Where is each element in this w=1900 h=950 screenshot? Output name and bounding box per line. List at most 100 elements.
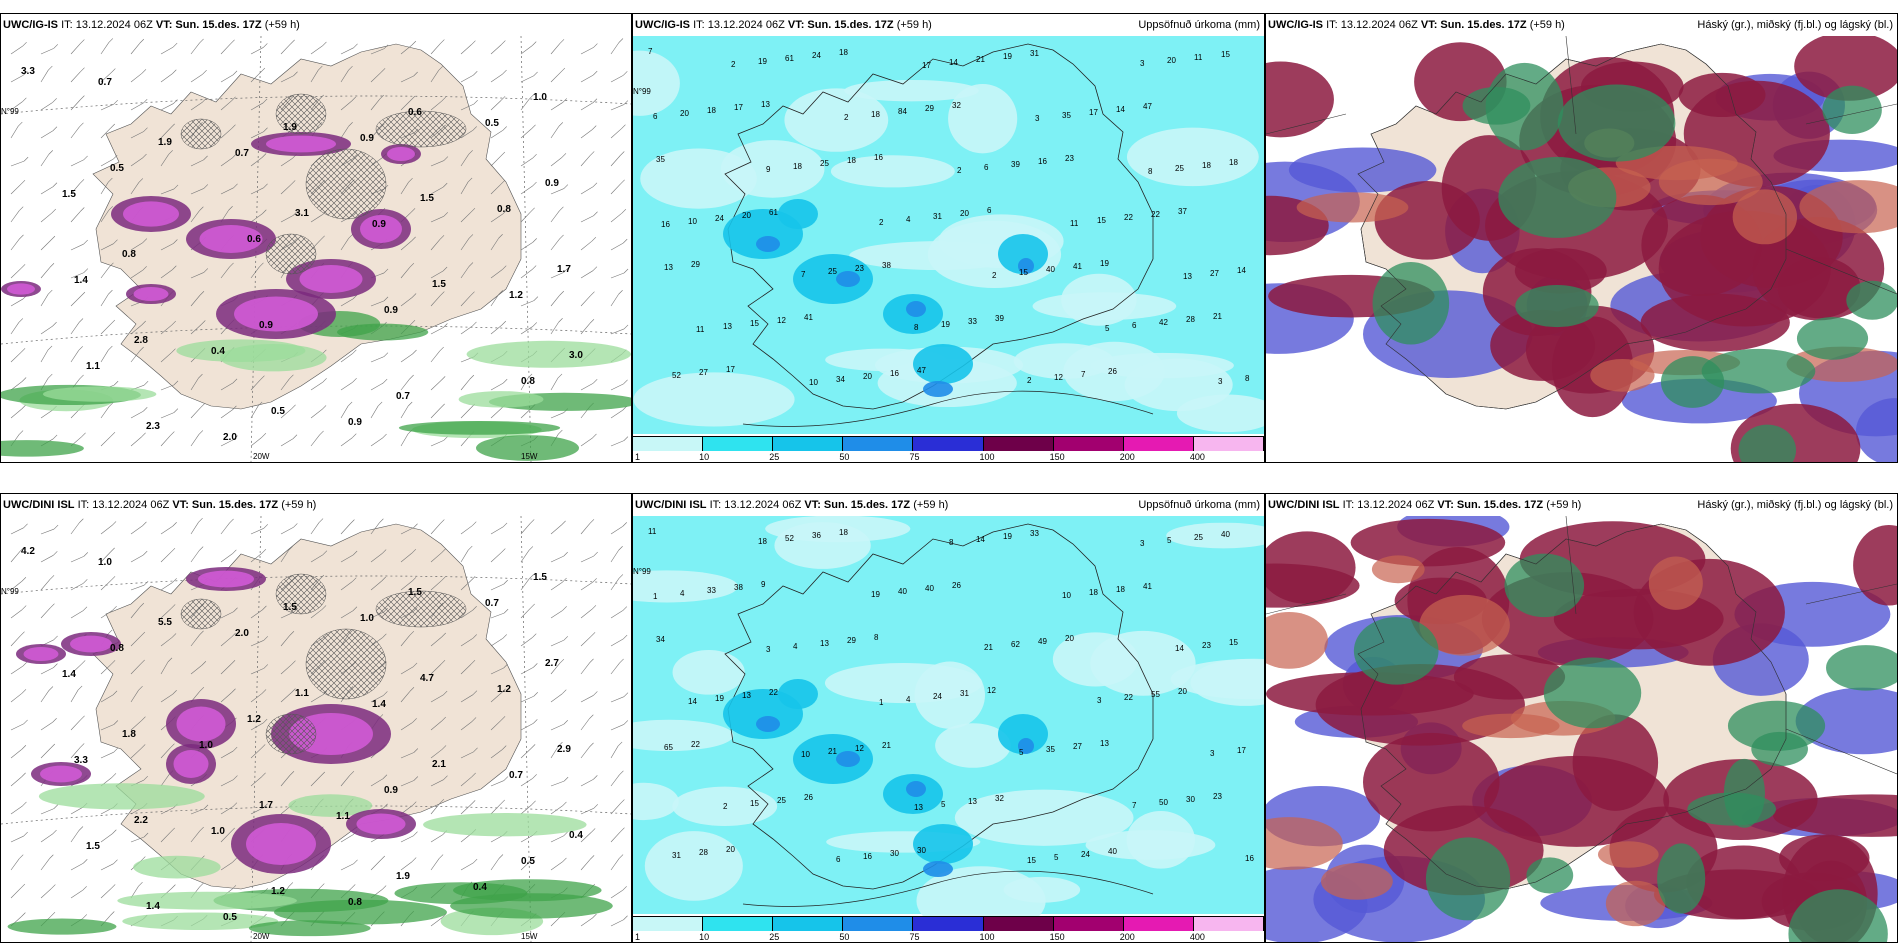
precip-amount-label: 19 [758,57,767,66]
iceland-coastline [1357,523,1787,890]
mid-cloud [1640,293,1790,352]
colorbar-swatch [703,436,774,451]
panel-header: UWC/IG-IS IT: 13.12.2024 06Z VT: Sun. 15… [1,14,631,36]
snow-area [356,813,406,835]
high-cloud [1543,657,1642,729]
precip-amount-label: 20 [863,372,872,381]
mid-cloud-light [1266,612,1328,669]
panel-header: UWC/DINI ISL IT: 13.12.2024 06Z VT: Sun.… [633,494,1264,516]
precip-amount-label: 62 [1011,640,1020,649]
rain-area [273,899,447,925]
low-cloud [1855,398,1897,462]
snow-area [246,823,316,865]
precip-amount-label: 16 [863,852,872,861]
colorbar-tick: 75 [909,932,920,942]
rain-area [122,912,279,931]
precip-amount-labels: 1198121323201826202022263033413422213240… [648,527,1254,865]
precip-amount-label: 16 [1245,854,1254,863]
precip-amount-label: 6 [836,855,841,864]
light-precip-area [1166,522,1264,549]
colorbar-tick: 75 [909,452,920,462]
mid-cloud [1794,31,1897,101]
temperature-label: 4.2 [21,546,35,557]
precip-amount-label: 47 [1143,102,1152,111]
temperature-label: 1.2 [271,886,285,897]
precip-amount-label: 13 [723,322,732,331]
precip-amount-label: 21 [976,55,985,64]
precip-amount-label: 20 [1167,56,1176,65]
temperature-label: 4.7 [420,673,434,684]
precip-amount-label: 13 [1183,272,1192,281]
precip-amount-label: 20 [726,845,735,854]
snow-area [198,570,254,588]
longitude-label-20w: 20W [253,932,270,941]
temperature-label: 2.3 [146,421,160,432]
temperature-label: 0.9 [545,178,559,189]
init-time: IT: 13.12.2024 06Z [1326,19,1418,31]
rain-area [450,893,613,919]
precip-amount-label: 13 [968,797,977,806]
precip-amount-label: 35 [656,155,665,164]
precip-amount-label: 84 [898,107,907,116]
mid-cloud [1266,672,1474,716]
temperature-labels: 4.2 5.5 1.1 2.1 0.4 1.4 1.5 4.7 2.9 2.2 1.2 1.5 2.7 1… [21,546,583,923]
colorbar-swatch [1123,916,1194,931]
high-cloud [1353,617,1439,685]
colorbar-swatch [633,916,704,931]
temperature-label: 0.7 [509,770,523,781]
temperature-label: 3.3 [21,66,35,77]
temperature-label: 2.9 [557,744,571,755]
high-cloud [1788,889,1888,942]
temperature-label: 3.1 [295,208,309,219]
map-panel-dini-temp: UWC/DINI ISL IT: 13.12.2024 06Z VT: Sun.… [0,493,632,943]
temperature-label: 0.7 [98,77,112,88]
temperature-label: 2.8 [134,335,148,346]
precip-amount-label: 22 [691,740,700,749]
precip-amount-label: 22 [1151,210,1160,219]
iceland-coastline [1357,43,1787,410]
precip-amount-label: 3 [1218,377,1223,386]
model-name: UWC/IG-IS [635,19,690,31]
light-precip-area [784,88,889,152]
colorbar-swatch [843,916,914,931]
temperature-label: 1.9 [283,122,297,133]
precip-amount-label: 8 [1148,167,1153,176]
temperature-label: 1.5 [62,189,76,200]
temperature-label: 1.7 [557,264,571,275]
iceland-coastline [724,523,1154,890]
temperature-label: 1.0 [360,613,374,624]
precip-amount-label: 15 [1027,856,1036,865]
precip-amount-label: 12 [1054,373,1063,382]
precip-amount-label: 25 [1194,533,1203,542]
temperature-label: 1.0 [533,92,547,103]
temperature-label: 5.5 [158,617,172,628]
precip-amount-label: 25 [828,267,837,276]
temperature-label: 0.8 [110,643,124,654]
temperature-label: 0.9 [348,417,362,428]
heavy-precip-core [1018,738,1034,754]
high-cloud [1498,156,1617,238]
precip-amount-label: 8 [1245,374,1250,383]
snow-area [40,765,82,783]
heavy-precip-area [793,734,873,784]
colorbar-swatch [913,916,984,931]
iceland-coastline [724,43,1154,410]
precip-amount-label: 1 [879,698,884,707]
valid-time: VT: Sun. 15.des. 17Z [1437,499,1544,511]
panel-header: UWC/DINI ISL IT: 13.12.2024 06Z VT: Sun.… [1,494,631,516]
panel-header: UWC/IG-IS IT: 13.12.2024 06Z VT: Sun. 15… [633,14,1264,36]
light-precip-area [672,650,745,695]
precip-amount-label: 18 [871,110,880,119]
temperature-label: 2.0 [223,432,237,443]
colorbar-swatch [1053,916,1124,931]
precip-amount-label: 5 [1167,536,1172,545]
colorbar-tick: 10 [699,452,710,462]
mid-cloud-light [1371,555,1425,584]
precip-amount-label: 49 [1038,637,1047,646]
precip-amount-label: 10 [1062,591,1071,600]
heavy-precip-area [913,824,973,864]
precip-amount-label: 17 [1237,746,1246,755]
snow-area [199,225,263,253]
mid-cloud [1773,794,1897,837]
precip-amount-label: 42 [1159,318,1168,327]
